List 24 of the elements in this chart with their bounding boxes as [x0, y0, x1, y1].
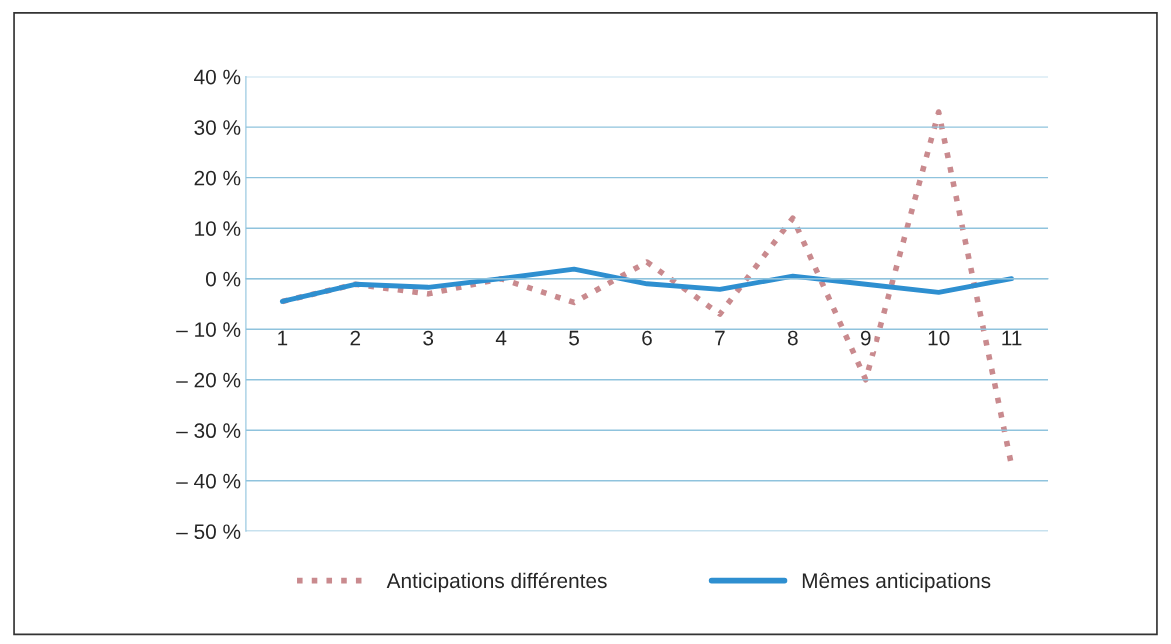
legend-label: Anticipations différentes	[386, 572, 607, 593]
y-tick-label: 0 %	[205, 271, 241, 287]
x-tick-label: 9	[860, 330, 871, 346]
legend-label: Mêmes anticipations	[802, 572, 991, 593]
y-tick-label: – 50 %	[176, 524, 241, 540]
x-tick-label: 11	[1002, 330, 1022, 346]
y-tick-label: 30 %	[194, 120, 241, 135]
y-tick-label: 40 %	[194, 69, 241, 85]
x-tick-label: 10	[928, 330, 950, 346]
x-tick-label: 4	[495, 330, 507, 346]
y-tick-label: – 10 %	[176, 322, 241, 337]
y-tick-label: – 30 %	[176, 423, 241, 439]
x-tick-label: 7	[715, 330, 725, 346]
y-tick-label: 10 %	[195, 221, 241, 236]
x-tick-label: 8	[787, 330, 798, 346]
line-series	[279, 266, 1015, 304]
x-tick-label: 2	[350, 330, 361, 346]
x-tick-label: 6	[642, 330, 652, 346]
x-tick-label: 1	[278, 330, 288, 346]
y-tick-label: – 40 %	[176, 473, 241, 489]
y-tick-label: – 20 %	[176, 372, 241, 388]
x-tick-label: 3	[423, 330, 434, 346]
x-tick-label: 5	[569, 330, 579, 346]
y-tick-label: 20 %	[194, 170, 241, 186]
